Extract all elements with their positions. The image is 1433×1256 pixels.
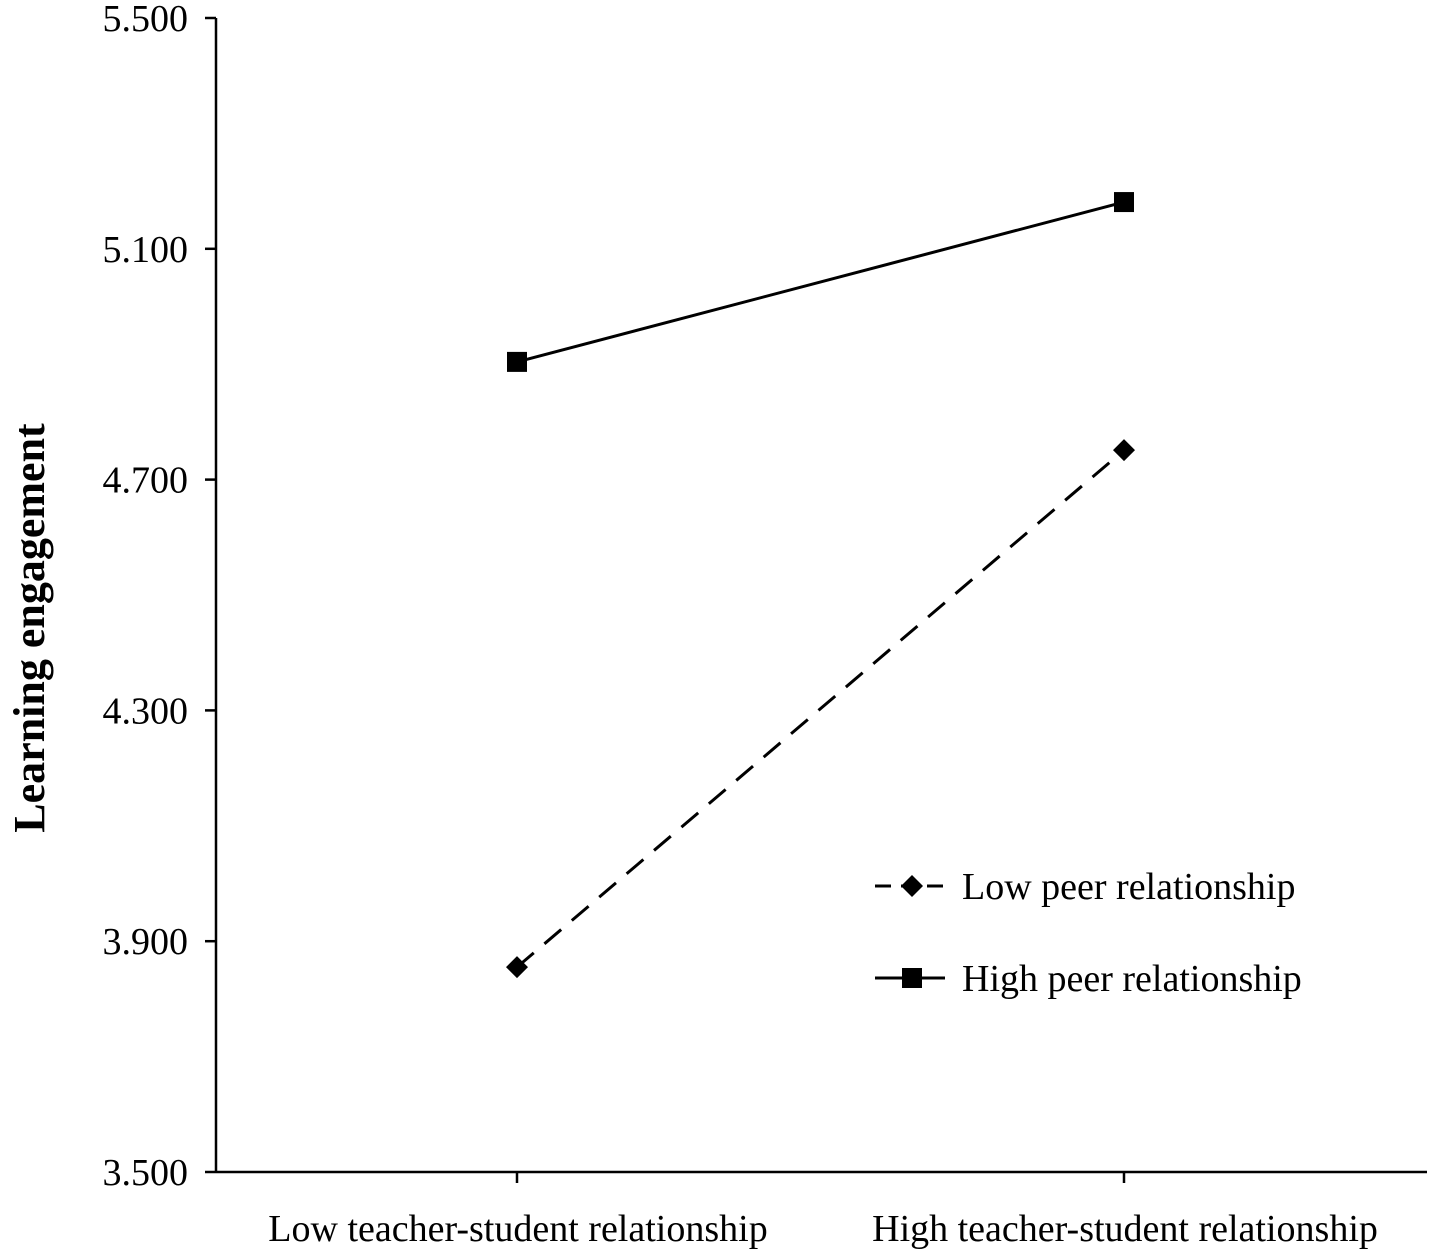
axes — [214, 18, 1427, 1174]
legend-label: Low peer relationship — [962, 866, 1295, 908]
y-tick-label: 4.300 — [103, 690, 189, 732]
y-tick-label: 3.900 — [103, 921, 189, 963]
series-low-peer — [506, 439, 1135, 979]
series-line — [516, 449, 1125, 969]
data-point-diamond — [1113, 439, 1135, 462]
y-tick-label: 4.700 — [103, 460, 189, 502]
series-high-peer — [507, 192, 1134, 372]
y-tick-label: 3.500 — [103, 1152, 189, 1194]
legend-marker-diamond — [901, 875, 923, 897]
y-tick-label: 5.500 — [103, 0, 189, 40]
legend-label: High peer relationship — [962, 958, 1302, 1000]
y-tick-label: 5.100 — [103, 229, 189, 271]
x-tick-label: High teacher-student relationship — [872, 1208, 1378, 1250]
data-point-diamond — [506, 956, 528, 979]
y-axis-label: Learning engagement — [5, 423, 54, 833]
x-tick-label: Low teacher-student relationship — [268, 1208, 767, 1250]
legend: Low peer relationship High peer relations… — [875, 866, 1302, 1000]
series-line — [516, 200, 1125, 364]
data-point-square — [1114, 192, 1134, 213]
data-point-square — [507, 351, 527, 372]
legend-marker-square — [902, 968, 922, 988]
